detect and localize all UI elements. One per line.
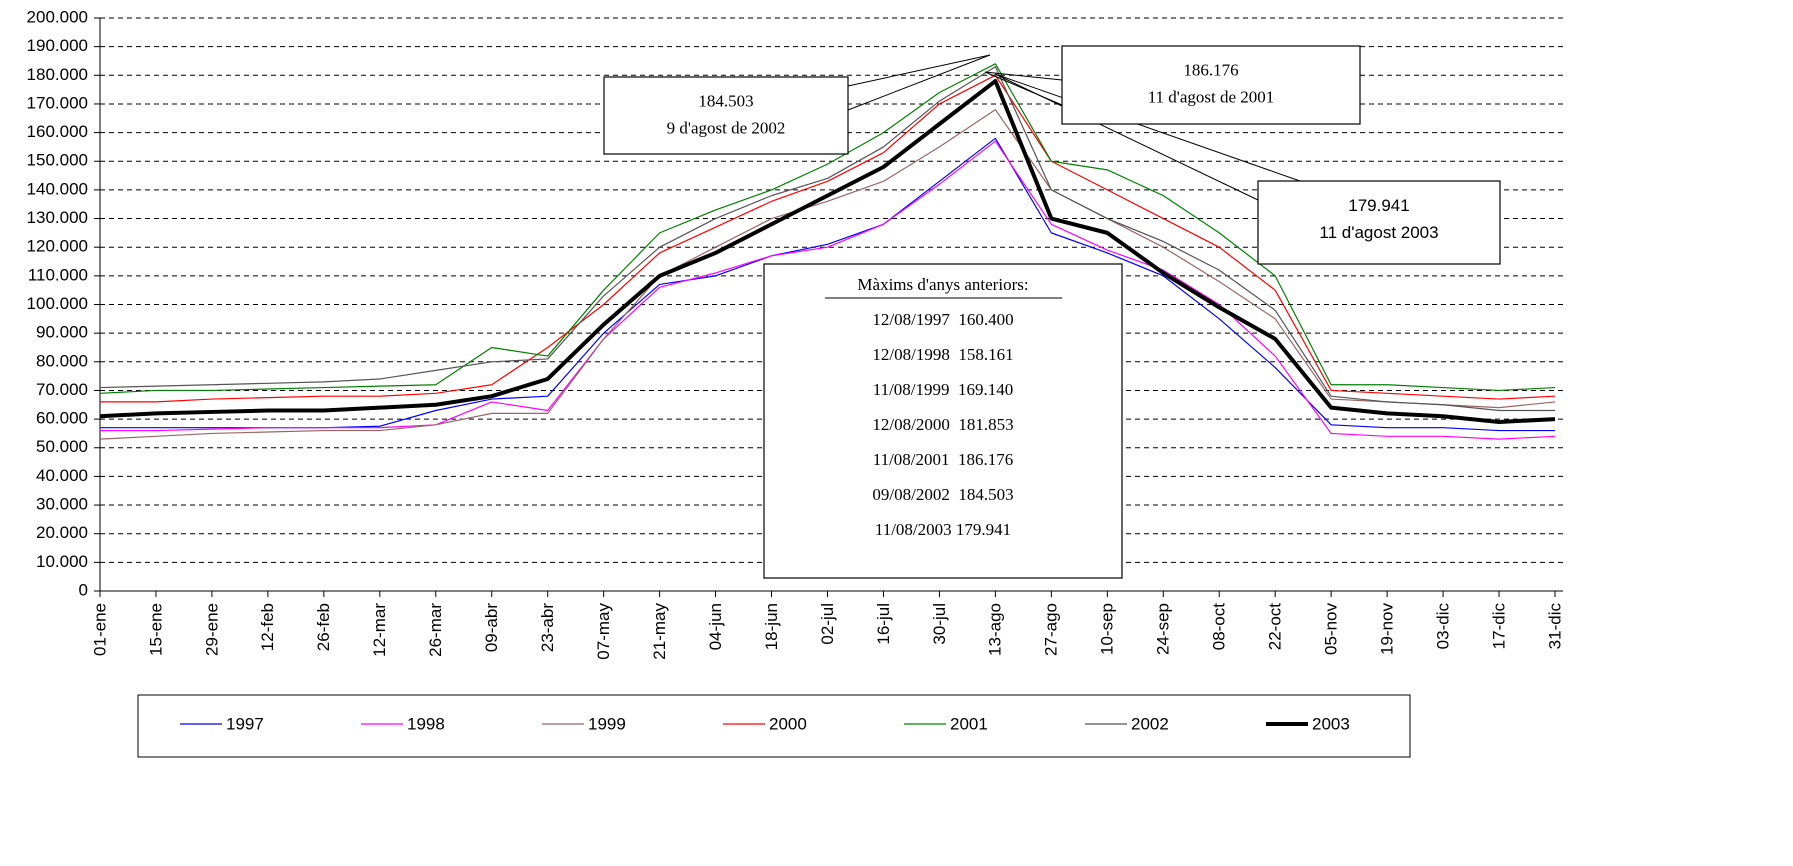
y-tick-label: 70.000 (36, 380, 88, 399)
y-tick-label: 140.000 (27, 179, 88, 198)
y-tick-label: 50.000 (36, 437, 88, 456)
callout-pointer (847, 54, 991, 87)
x-tick-label: 10-sep (1098, 603, 1117, 655)
x-tick-label: 13-ago (986, 603, 1005, 656)
x-tick-label: 09-abr (482, 603, 501, 652)
y-tick-label: 10.000 (36, 552, 88, 571)
y-tick-label: 170.000 (27, 93, 88, 112)
x-tick-label: 07-may (594, 603, 613, 660)
series-line (99, 66, 1555, 412)
x-tick-label: 23-abr (538, 603, 557, 652)
y-tick-label: 80.000 (36, 351, 88, 370)
annotation-text: 12/08/1997 160.400 (872, 310, 1013, 329)
y-tick-label: 180.000 (27, 65, 88, 84)
x-tick-label: 04-jun (706, 603, 725, 650)
x-tick-label: 27-ago (1042, 603, 1061, 656)
x-tick-label: 26-feb (314, 603, 333, 651)
callout-box (1061, 45, 1361, 125)
x-tick-label: 24-sep (1154, 603, 1173, 655)
series-line (99, 109, 1556, 440)
legend-label: 1999 (588, 714, 626, 733)
y-tick-label: 60.000 (36, 409, 88, 428)
y-tick-label: 100.000 (27, 294, 88, 313)
x-tick-label: 22-oct (1266, 603, 1285, 651)
y-tick-label: 30.000 (36, 495, 88, 514)
legend-box (137, 694, 1411, 758)
callout-pointer (994, 73, 1301, 182)
legend-label: 1997 (226, 714, 264, 733)
series-line (100, 74, 1556, 403)
y-tick-label: 20.000 (36, 523, 88, 542)
annotation-text: 09/08/2002 184.503 (872, 485, 1013, 504)
x-tick-label: 05-nov (1321, 603, 1340, 655)
y-tick-label: 160.000 (27, 122, 88, 141)
x-tick-label: 18-jun (762, 603, 781, 650)
x-tick-label: 21-may (650, 603, 669, 660)
legend-label: 2003 (1312, 714, 1350, 733)
callout-text: 186.176 (1183, 60, 1238, 79)
callout-pointer (847, 54, 991, 111)
x-tick-label: 29-ene (202, 603, 221, 656)
legend-label: 2000 (769, 714, 807, 733)
y-tick-label: 150.000 (27, 151, 88, 170)
series-line (99, 63, 1556, 394)
callout-box (603, 76, 849, 155)
legend-label: 2002 (1131, 714, 1169, 733)
y-tick-label: 190.000 (27, 36, 88, 55)
x-tick-label: 03-dic (1433, 603, 1452, 650)
y-tick-label: 90.000 (36, 323, 88, 342)
x-tick-label: 26-mar (426, 603, 445, 657)
callout-text: 179.941 (1348, 196, 1409, 215)
legend-label: 2001 (950, 714, 988, 733)
x-tick-label: 12-mar (370, 603, 389, 657)
callout-text: 9 d'agost de 2002 (667, 118, 786, 137)
callout-box (1257, 180, 1501, 265)
x-tick-label: 19-nov (1377, 603, 1396, 655)
series-line (99, 79, 1556, 424)
x-tick-label: 12-feb (258, 603, 277, 651)
y-tick-label: 130.000 (27, 208, 88, 227)
annotation-text: 12/08/1998 158.161 (872, 345, 1013, 364)
x-tick-label: 01-ene (90, 603, 109, 656)
annotation-text: 12/08/2000 181.853 (872, 415, 1013, 434)
x-tick-label: 31-dic (1545, 603, 1564, 650)
x-tick-label: 02-jul (818, 603, 837, 645)
annotation-text: 11/08/1999 169.140 (873, 380, 1014, 399)
y-tick-label: 0 (79, 580, 88, 599)
y-tick-label: 200.000 (27, 7, 88, 26)
x-tick-label: 17-dic (1489, 603, 1508, 650)
annotation-box (763, 263, 1123, 579)
legend-label: 1998 (407, 714, 445, 733)
y-tick-label: 110.000 (28, 265, 88, 284)
x-tick-label: 16-jul (874, 603, 893, 645)
annotation-text: 11/08/2001 186.176 (873, 450, 1014, 469)
callout-text: 11 d'agost 2003 (1319, 223, 1438, 242)
series-line (100, 140, 1556, 440)
x-tick-label: 15-ene (146, 603, 165, 656)
x-tick-label: 30-jul (930, 603, 949, 645)
callout-text: 11 d'agost de 2001 (1148, 87, 1275, 106)
callout-pointer (994, 73, 1259, 201)
callout-text: 184.503 (698, 91, 753, 110)
annotation-title: Màxims d'anys anteriors: (857, 275, 1028, 294)
callout-pointer (984, 71, 1063, 81)
x-tick-label: 08-oct (1210, 603, 1229, 651)
y-tick-label: 40.000 (36, 466, 88, 485)
y-tick-label: 120.000 (27, 237, 88, 256)
annotation-text: 11/08/2003 179.941 (875, 520, 1011, 539)
